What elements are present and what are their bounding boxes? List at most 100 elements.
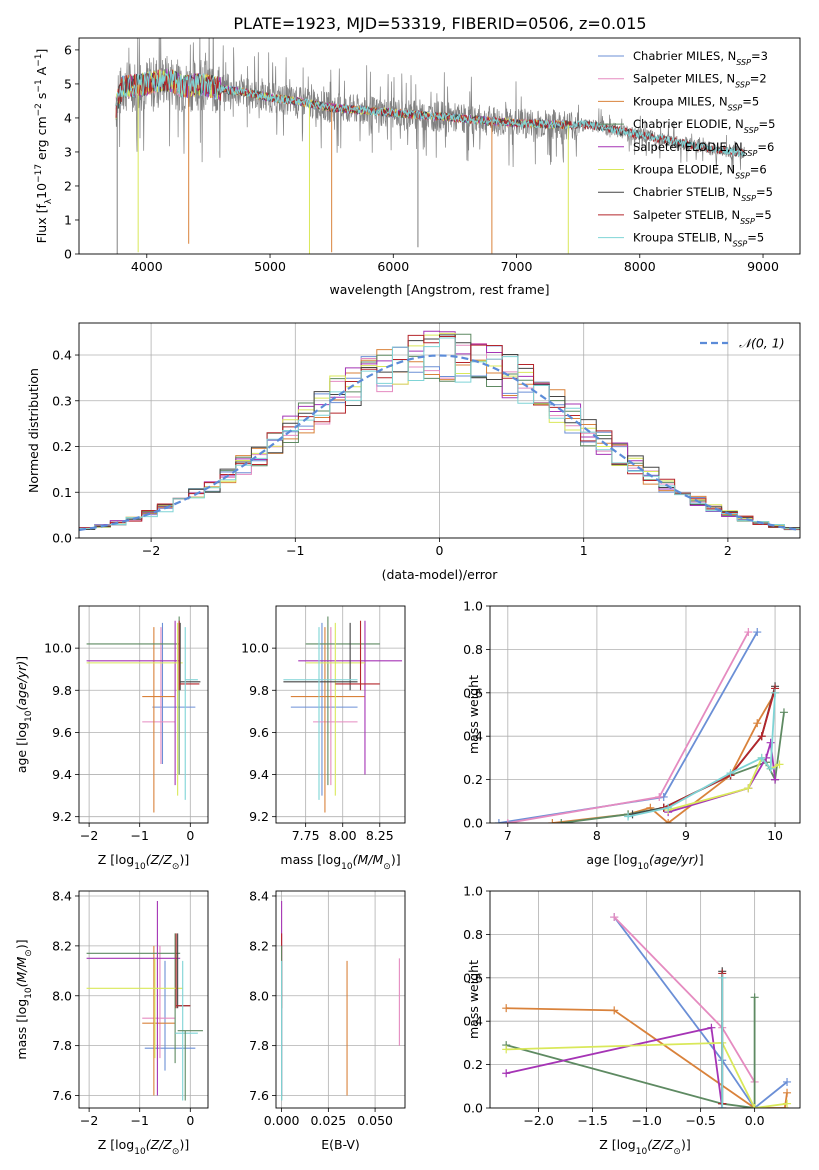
axes-frame (275, 890, 406, 1109)
y-tick-label: 7.8 (249, 1038, 269, 1053)
weight-marker (771, 688, 780, 697)
y-tick-label: 0.2 (52, 439, 72, 454)
x-tick-label: 8000 (624, 259, 656, 274)
y-tick-label: 9.8 (52, 683, 72, 698)
legend-entry: Salpeter STELIB, NSSP=5 (633, 208, 772, 226)
x-axis-label: Z [log10(Z/Z⊙)] (599, 1137, 690, 1157)
x-axis-label: E(B-V) (321, 1137, 360, 1152)
weight-line (507, 631, 750, 823)
x-tick-label: −1.0 (631, 1113, 661, 1128)
x-tick-label: −1 (130, 828, 148, 843)
y-tick-label: 9.2 (52, 809, 72, 824)
y-tick-label: 0.4 (463, 729, 483, 744)
weight-marker (744, 784, 753, 793)
axes-frame (78, 890, 209, 1109)
plot-area (79, 606, 208, 823)
y-tick-label: 0.0 (463, 816, 483, 831)
x-tick-label: 0.000 (264, 1113, 300, 1128)
x-axis-label: Z [log10(Z/Z⊙)] (98, 852, 189, 872)
y-tick-label: 1 (64, 212, 72, 227)
histogram-steps (79, 337, 800, 530)
weight-marker (718, 973, 727, 982)
legend-entry: Kroupa MILES, NSSP=5 (633, 94, 759, 112)
weight-marker (753, 628, 762, 637)
y-tick-label: 7.6 (249, 1088, 269, 1103)
x-tick-label: −1 (130, 1113, 148, 1128)
weight-line (498, 631, 758, 823)
weight-marker (750, 1104, 759, 1108)
x-tick-label: 5000 (254, 259, 286, 274)
weight-marker (502, 1045, 511, 1054)
y-tick-label: 7.8 (52, 1038, 72, 1053)
x-axis-label: (data-model)/error (382, 567, 499, 582)
x-tick-label: −0.5 (685, 1113, 715, 1128)
weight-marker (783, 1088, 792, 1097)
x-tick-label: −2 (80, 1113, 98, 1128)
y-tick-label: 0.4 (463, 1014, 483, 1029)
x-tick-label: 4000 (131, 259, 163, 274)
weight-marker (502, 1004, 511, 1013)
weight-marker (757, 753, 766, 762)
y-tick-label: 8.0 (249, 988, 269, 1003)
spectrum-chart: 4000 5000 6000 7000 8000 9000 0 1 2 3 4 5 6 wavelengt… (34, 37, 801, 297)
plot-area (276, 891, 405, 1108)
weight-marker (610, 1006, 619, 1015)
y-tick-label: 0.8 (463, 927, 483, 942)
weight-line (505, 997, 756, 1108)
plot-area (79, 891, 208, 1108)
x-tick-label: 0.050 (357, 1113, 393, 1128)
legend: Chabrier MILES, NSSP=3 Salpeter MILES, NS… (598, 49, 775, 248)
y-tick-label: 7.6 (52, 1088, 72, 1103)
weight-line (663, 688, 776, 809)
y-tick-label: 0.6 (463, 970, 483, 985)
y-tick-label: 0.4 (52, 348, 72, 363)
plot-area (490, 891, 800, 1108)
mass-vs-z-chart: −2 −1 0 7.6 7.8 8.0 8.2 8.4 Z [log10(Z/Z⊙)] mass … (14, 888, 209, 1157)
x-tick-label: 7.75 (292, 828, 320, 843)
weight-line (506, 1007, 788, 1108)
y-axis-label: Normed distribution (26, 368, 41, 493)
x-tick-label: −2 (142, 543, 160, 558)
y-tick-label: 8.2 (249, 938, 269, 953)
y-tick-label: 0.0 (463, 1101, 483, 1116)
weight-marker (624, 812, 633, 821)
y-tick-label: 9.6 (249, 725, 269, 740)
weight-vs-age-chart: 7 8 9 10 0.0 0.2 0.4 0.6 0.8 1.0 mass weight age [l… (463, 599, 801, 872)
weight-marker (548, 819, 557, 823)
x-tick-label: −1 (286, 543, 304, 558)
weight-line (613, 916, 756, 1083)
x-tick-label: 0.0 (745, 1113, 765, 1128)
y-tick-label: 0 (64, 247, 72, 262)
y-tick-label: 1.0 (463, 884, 483, 899)
axes-frame (78, 37, 801, 255)
x-tick-label: 0 (186, 1113, 194, 1128)
legend-entry: Salpeter ELODIE, NSSP=6 (633, 140, 774, 158)
y-tick-label: 9.4 (249, 767, 269, 782)
y-axis-label: mass weight (466, 675, 481, 754)
x-axis-label: wavelength [Angstrom, rest frame] (329, 282, 549, 297)
weight-marker (664, 803, 673, 812)
axes-frame (489, 605, 801, 824)
weight-marker (744, 628, 753, 637)
x-tick-label: 9000 (747, 259, 779, 274)
axes-frame (275, 605, 406, 824)
weight-line (667, 756, 780, 811)
y-tick-label: 0.1 (52, 485, 72, 500)
x-tick-label: 7000 (501, 259, 533, 274)
x-tick-label: −2 (80, 828, 98, 843)
x-tick-label: 9 (682, 828, 690, 843)
legend-entry: Chabrier MILES, NSSP=3 (633, 49, 768, 67)
legend-entry: Salpeter MILES, NSSP=2 (633, 72, 767, 90)
y-tick-label: 8.2 (52, 938, 72, 953)
x-tick-label: 0 (186, 828, 194, 843)
model-spectrum-line (115, 69, 745, 157)
weight-marker (726, 769, 735, 778)
y-tick-label: 1.0 (463, 599, 483, 614)
weight-marker (771, 775, 780, 784)
axes-frame (78, 605, 209, 824)
y-tick-label: 8.0 (52, 988, 72, 1003)
x-tick-label: 7 (504, 828, 512, 843)
x-tick-label: 2 (724, 543, 732, 558)
plot-area (115, 38, 745, 254)
